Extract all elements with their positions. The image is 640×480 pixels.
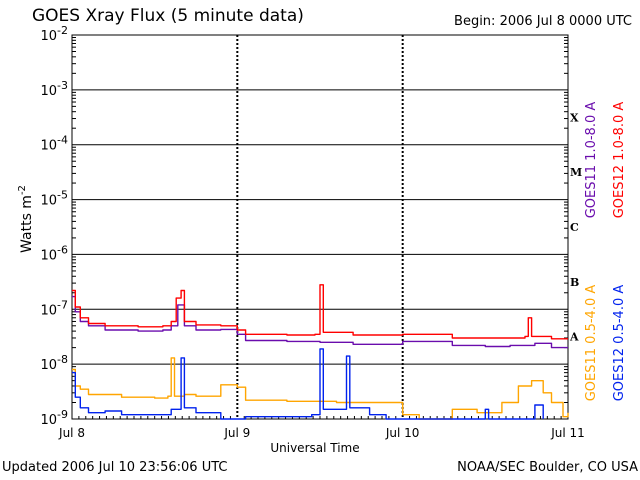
- flare-class-label: X: [570, 111, 579, 124]
- y-tick-exponent: -5: [57, 189, 68, 202]
- updated-timestamp: Updated 2006 Jul 10 23:56:06 UTC: [2, 460, 228, 475]
- legend-entry: GOES11 0.5-4.0 A: [584, 285, 599, 402]
- y-tick-exponent: -7: [57, 298, 68, 311]
- y-tick-base: 10: [40, 84, 57, 99]
- y-tick-base: 10: [40, 194, 57, 209]
- y-axis-label: Watts m-2: [17, 185, 35, 253]
- y-tick-label: 10-8: [40, 353, 68, 373]
- y-tick-exponent: -6: [57, 243, 68, 256]
- y-axis-label-exponent: -2: [17, 185, 29, 196]
- y-tick-exponent: -8: [57, 353, 68, 366]
- flare-class-label: A: [569, 331, 579, 344]
- y-tick-base: 10: [40, 303, 57, 318]
- series-line: [72, 284, 568, 340]
- y-tick-label: 10-3: [40, 79, 68, 99]
- x-tick-label: Jul 9: [223, 426, 250, 440]
- legend-entry: GOES12 0.5-4.0 A: [612, 285, 627, 402]
- y-tick-label: 10-9: [40, 408, 68, 428]
- y-tick-label: 10-7: [40, 298, 68, 318]
- chart-title: GOES Xray Flux (5 minute data): [32, 6, 304, 26]
- y-tick-label: 10-4: [40, 134, 68, 154]
- y-tick-base: 10: [40, 413, 57, 428]
- y-axis-label-text: Watts m: [18, 195, 35, 253]
- y-tick-exponent: -2: [57, 24, 68, 37]
- y-tick-label: 10-5: [40, 189, 68, 209]
- x-tick-label: Jul 8: [58, 426, 85, 440]
- series-line: [72, 357, 569, 420]
- series-line: [72, 348, 544, 420]
- flare-class-label: B: [570, 276, 579, 289]
- y-tick-base: 10: [40, 29, 57, 44]
- y-tick-base: 10: [40, 358, 57, 373]
- y-tick-exponent: -9: [57, 408, 68, 421]
- x-tick-label: Jul 10: [385, 426, 420, 440]
- y-tick-exponent: -3: [57, 79, 68, 92]
- legend-entry: GOES11 1.0-8.0 A: [584, 102, 599, 219]
- x-axis-label: Universal Time: [270, 441, 360, 455]
- y-tick-exponent: -4: [57, 134, 68, 147]
- series-line: [72, 295, 568, 349]
- y-tick-label: 10-2: [40, 24, 68, 44]
- credit-label: NOAA/SEC Boulder, CO USA: [457, 460, 638, 475]
- x-tick-label: Jul 11: [550, 426, 585, 440]
- flare-class-label: C: [570, 221, 579, 234]
- y-tick-base: 10: [40, 139, 57, 154]
- y-tick-base: 10: [40, 248, 57, 263]
- begin-label: Begin: 2006 Jul 8 0000 UTC: [454, 14, 632, 29]
- legend-entry: GOES12 1.0-8.0 A: [612, 102, 627, 219]
- flare-class-label: M: [570, 166, 582, 179]
- y-tick-label: 10-6: [40, 243, 68, 263]
